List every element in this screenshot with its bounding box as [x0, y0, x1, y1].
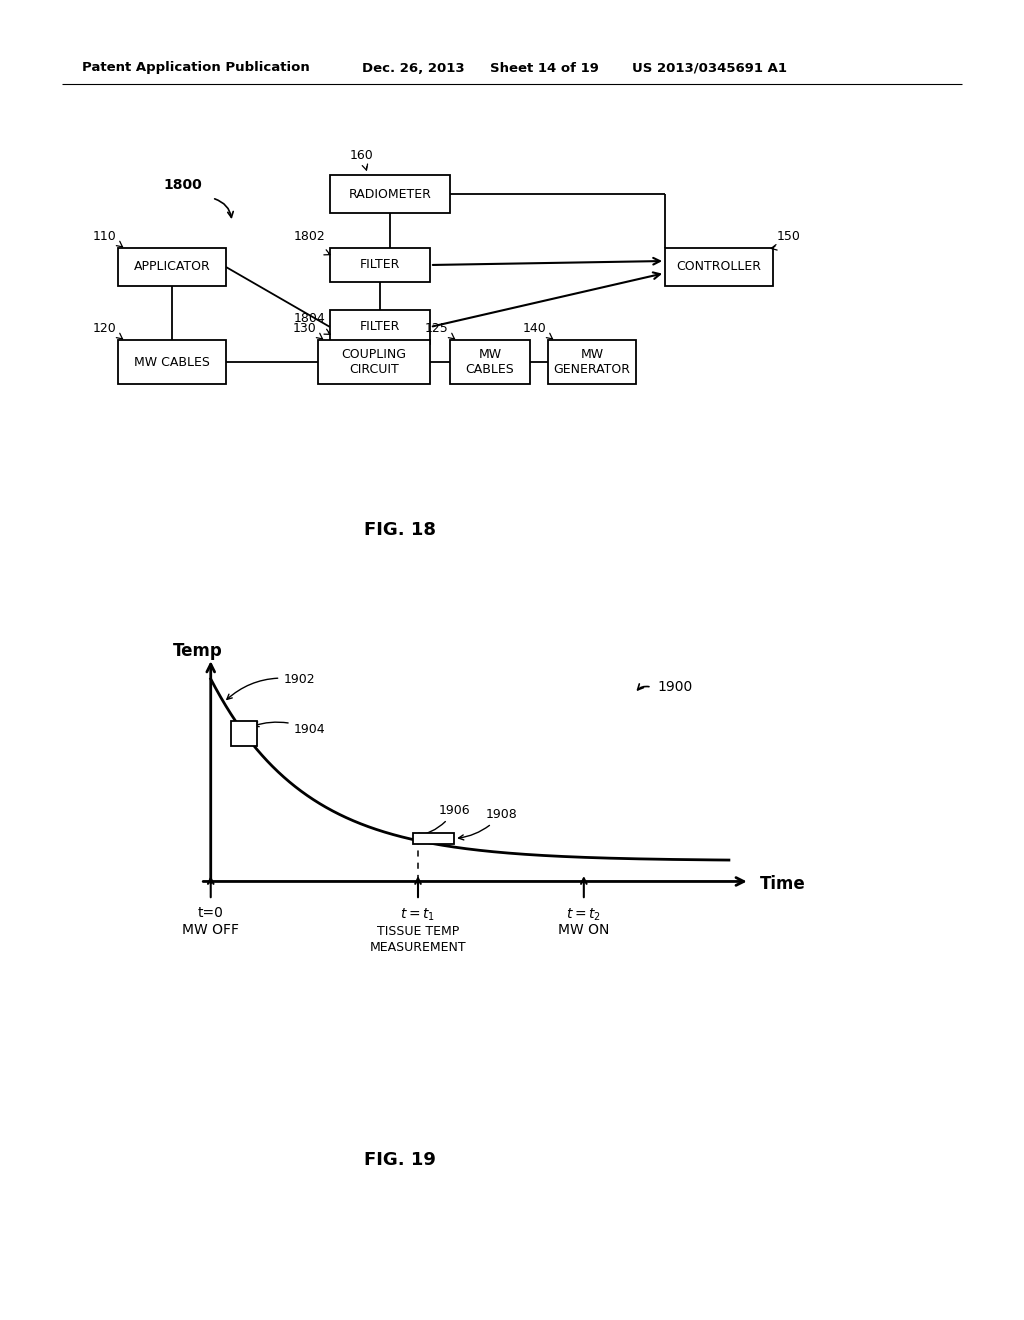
Text: 1800: 1800 — [163, 178, 202, 191]
Text: FILTER: FILTER — [359, 259, 400, 272]
Text: 1900: 1900 — [657, 680, 692, 694]
FancyBboxPatch shape — [548, 341, 636, 384]
Text: Time: Time — [760, 875, 806, 892]
Text: 1906: 1906 — [415, 804, 470, 838]
FancyBboxPatch shape — [318, 341, 430, 384]
FancyBboxPatch shape — [450, 341, 530, 384]
Text: US 2013/0345691 A1: US 2013/0345691 A1 — [632, 62, 787, 74]
FancyBboxPatch shape — [330, 248, 430, 282]
Text: MW OFF: MW OFF — [182, 923, 240, 937]
Text: 120: 120 — [92, 322, 116, 335]
Text: 125: 125 — [424, 322, 449, 335]
Text: APPLICATOR: APPLICATOR — [133, 260, 210, 273]
Text: MW ON: MW ON — [558, 923, 609, 937]
Text: FILTER: FILTER — [359, 321, 400, 334]
Text: 110: 110 — [92, 230, 116, 243]
Text: MEASUREMENT: MEASUREMENT — [370, 941, 466, 954]
Text: 1904: 1904 — [254, 722, 326, 735]
FancyBboxPatch shape — [118, 248, 226, 286]
FancyBboxPatch shape — [665, 248, 773, 286]
Bar — [413, 833, 455, 843]
Text: 130: 130 — [292, 322, 316, 335]
Text: 1804: 1804 — [293, 312, 325, 325]
Text: 1902: 1902 — [227, 673, 315, 700]
Text: $t=t_2$: $t=t_2$ — [566, 907, 601, 923]
Bar — [231, 721, 257, 746]
Text: FIG. 18: FIG. 18 — [364, 521, 436, 539]
Text: 1908: 1908 — [459, 808, 517, 840]
Text: Dec. 26, 2013: Dec. 26, 2013 — [362, 62, 465, 74]
Text: $t=t_1$: $t=t_1$ — [400, 907, 435, 923]
Text: 150: 150 — [777, 230, 801, 243]
Text: 140: 140 — [522, 322, 546, 335]
Text: MW
CABLES: MW CABLES — [466, 348, 514, 376]
Text: 160: 160 — [350, 149, 374, 162]
Text: Patent Application Publication: Patent Application Publication — [82, 62, 309, 74]
Text: 1802: 1802 — [293, 230, 325, 243]
FancyBboxPatch shape — [118, 341, 226, 384]
Text: MW CABLES: MW CABLES — [134, 355, 210, 368]
FancyBboxPatch shape — [330, 310, 430, 345]
Text: Temp: Temp — [173, 643, 222, 660]
Text: CONTROLLER: CONTROLLER — [677, 260, 762, 273]
FancyBboxPatch shape — [330, 176, 450, 213]
Text: t=0: t=0 — [198, 907, 223, 920]
Text: Sheet 14 of 19: Sheet 14 of 19 — [490, 62, 599, 74]
Text: FIG. 19: FIG. 19 — [365, 1151, 436, 1170]
Text: COUPLING
CIRCUIT: COUPLING CIRCUIT — [341, 348, 407, 376]
Text: RADIOMETER: RADIOMETER — [348, 187, 431, 201]
Text: MW
GENERATOR: MW GENERATOR — [554, 348, 631, 376]
Text: TISSUE TEMP: TISSUE TEMP — [377, 925, 459, 939]
